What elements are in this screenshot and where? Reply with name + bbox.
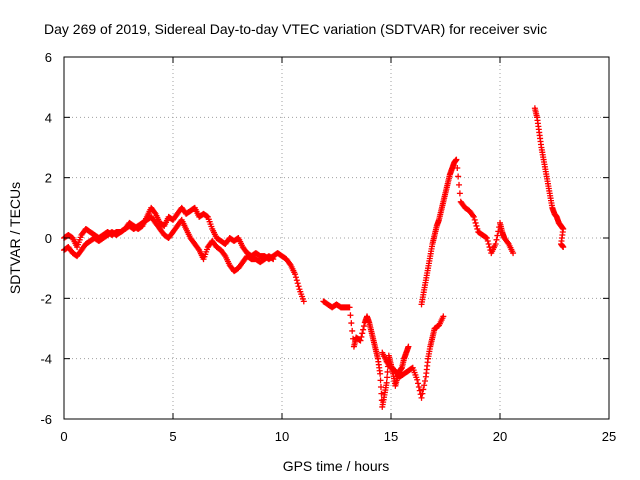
data-point	[455, 173, 462, 180]
data-point	[418, 394, 425, 401]
x-axis-label: GPS time / hours	[283, 458, 390, 474]
data-point	[293, 277, 300, 284]
y-tick-label: -2	[40, 291, 52, 306]
data-point	[419, 390, 426, 397]
data-point	[453, 156, 460, 163]
data-point	[456, 190, 463, 197]
data-point	[493, 236, 500, 243]
data-point	[360, 326, 367, 333]
y-tick-label: -4	[40, 352, 52, 367]
data-point	[494, 232, 501, 239]
data-point	[469, 212, 476, 219]
data-point	[560, 244, 567, 251]
data-point	[221, 251, 228, 258]
data-point	[405, 343, 412, 350]
data-point	[473, 222, 480, 229]
data-point	[151, 209, 158, 216]
data-point	[420, 386, 427, 393]
y-tick-label: 0	[45, 231, 52, 246]
data-point	[483, 235, 490, 241]
data-point	[510, 250, 517, 257]
data-series	[379, 313, 447, 401]
data-point	[422, 377, 429, 384]
y-tick-label: -6	[40, 412, 52, 427]
data-point	[349, 327, 356, 334]
data-point	[472, 219, 479, 226]
data-point	[470, 213, 477, 220]
data-series	[531, 105, 567, 251]
data-point	[286, 260, 293, 267]
data-point	[358, 333, 365, 340]
data-point	[416, 387, 423, 394]
x-tick-label: 15	[384, 429, 398, 444]
data-point	[300, 298, 307, 305]
data-series	[418, 156, 517, 308]
data-point	[347, 312, 354, 319]
grid-lines	[64, 57, 609, 419]
data-point	[384, 374, 391, 381]
data-point	[454, 165, 461, 172]
data-point	[348, 320, 355, 327]
data-point	[292, 274, 299, 281]
data-points	[61, 105, 567, 410]
x-tick-label: 0	[60, 429, 67, 444]
data-point	[471, 216, 478, 223]
data-point	[485, 241, 492, 248]
y-tick-label: 6	[45, 50, 52, 65]
data-point	[421, 382, 428, 389]
data-point	[346, 304, 353, 311]
chart-title: Day 269 of 2019, Sidereal Day-to-day VTE…	[44, 21, 547, 37]
data-point	[377, 370, 384, 377]
data-point	[415, 384, 422, 391]
data-point	[384, 368, 391, 375]
data-series	[320, 298, 412, 410]
data-point	[383, 379, 390, 386]
data-point	[484, 238, 491, 245]
data-point	[378, 390, 385, 397]
data-point	[292, 271, 299, 278]
x-tick-label: 5	[169, 429, 176, 444]
data-point	[270, 256, 277, 263]
data-point	[415, 380, 422, 387]
x-tick-label: 20	[493, 429, 507, 444]
data-point	[440, 313, 447, 320]
y-tick-label: 4	[45, 110, 52, 125]
data-point	[294, 280, 301, 287]
data-point	[360, 323, 367, 330]
data-point	[357, 337, 364, 344]
data-point	[377, 377, 384, 384]
y-axis-label: SDTVAR / TECUs	[7, 182, 23, 294]
y-tick-label: 2	[45, 171, 52, 186]
x-tick-label: 25	[602, 429, 616, 444]
x-tick-label: 10	[275, 429, 289, 444]
data-point	[295, 283, 302, 290]
data-point	[414, 376, 421, 383]
data-point	[474, 225, 481, 232]
data-point	[195, 245, 202, 252]
data-point	[359, 330, 366, 337]
data-point	[504, 239, 511, 246]
data-point	[492, 241, 499, 248]
data-series	[61, 213, 277, 275]
data-point	[456, 181, 463, 188]
